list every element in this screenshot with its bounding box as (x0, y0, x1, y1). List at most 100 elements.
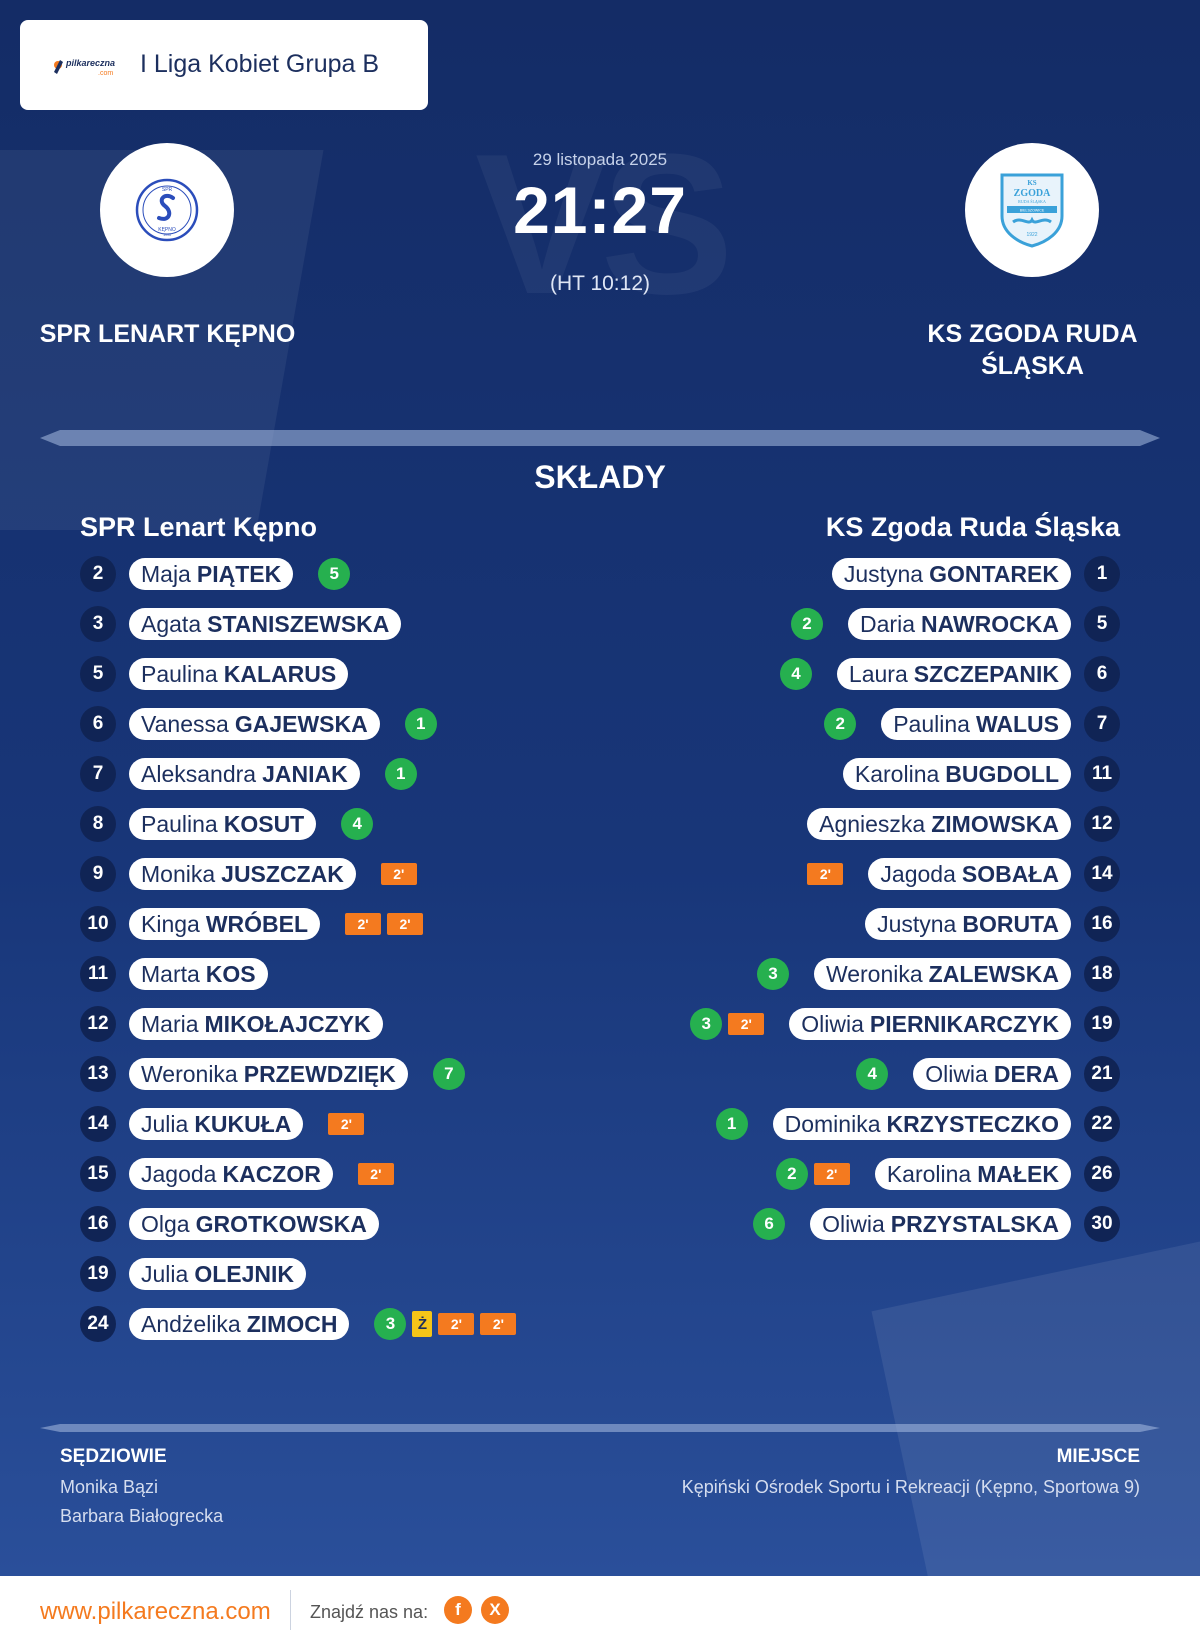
player-last-name: JANIAK (262, 760, 348, 787)
player-last-name: ZIMOWSKA (931, 810, 1059, 837)
away-player-row: 26 Karolina MAŁEK 2' 2 (775, 1156, 1120, 1192)
player-name: Oliwia PRZYSTALSKA (810, 1208, 1071, 1240)
pilkareczna-logo: pilkareczna .com (54, 58, 115, 77)
player-first-name: Maja (141, 560, 191, 587)
goals-badge: 3 (690, 1008, 723, 1040)
goals-badge: 4 (779, 658, 812, 690)
player-name: Andżelika ZIMOCH (129, 1308, 350, 1340)
brand-text: pilkareczna (65, 58, 115, 68)
shirt-number: 3 (80, 606, 116, 642)
away-player-row: 1 Justyna GONTAREK (831, 556, 1120, 592)
shirt-number: 11 (80, 956, 116, 992)
shirt-number: 15 (80, 1156, 116, 1192)
find-us-label: Znajdź nas na: (310, 1602, 429, 1622)
player-last-name: GROTKOWSKA (195, 1210, 367, 1237)
player-first-name: Karolina (886, 1160, 972, 1187)
away-player-row: 16 Justyna BORUTA (865, 906, 1120, 942)
goals-badge: 1 (384, 758, 417, 790)
home-player-row: 7 Aleksandra JANIAK 1 (80, 756, 417, 792)
facebook-icon[interactable]: f (444, 1596, 472, 1624)
home-player-row: 3 Agata STANISZEWSKA (80, 606, 402, 642)
player-name: Justyna BORUTA (865, 908, 1071, 940)
player-name: Weronika ZALEWSKA (813, 958, 1071, 990)
player-first-name: Julia (141, 1260, 189, 1287)
svg-text:1993: 1993 (163, 233, 171, 237)
goals-badge: 2 (824, 708, 857, 740)
away-player-row: 21 Oliwia DERA 4 (856, 1056, 1120, 1092)
svg-text:1922: 1922 (1026, 232, 1037, 238)
home-player-row: 12 Maria MIKOŁAJCZYK (80, 1006, 383, 1042)
player-first-name: Jagoda (880, 860, 956, 887)
shirt-number: 11 (1084, 756, 1120, 792)
player-first-name: Agnieszka (819, 810, 926, 837)
svg-text:BIELSZOWICE: BIELSZOWICE (1020, 209, 1045, 213)
footer: www.pilkareczna.com Znajdź nas na: f X (0, 1576, 1200, 1646)
halftime-score: (HT 10:12) (550, 272, 650, 295)
svg-text:SPR: SPR (162, 187, 173, 193)
player-last-name: WALUS (975, 710, 1059, 737)
shirt-number: 5 (1084, 606, 1120, 642)
player-name: Daria NAWROCKA (848, 608, 1071, 640)
away-player-row: 22 Dominika KRZYSTECZKO 1 (715, 1106, 1120, 1142)
player-last-name: GAJEWSKA (234, 710, 368, 737)
shirt-number: 8 (80, 806, 116, 842)
shirt-number: 13 (80, 1056, 116, 1092)
x-icon[interactable]: X (481, 1596, 509, 1624)
player-name: Oliwia PIERNIKARCZYK (789, 1008, 1071, 1040)
away-team-logo: KS ZGODA RUDA ŚLĄSKA BIELSZOWICE 1922 (965, 143, 1099, 277)
player-first-name: Weronika (825, 960, 923, 987)
goals-badge: 7 (432, 1058, 465, 1090)
home-player-row: 6 Vanessa GAJEWSKA 1 (80, 706, 437, 742)
player-stats: 2' (807, 863, 844, 885)
home-player-row: 15 Jagoda KACZOR 2' (80, 1156, 394, 1192)
player-name: Weronika PRZEWDZIĘK (129, 1058, 408, 1090)
player-name: Agnieszka ZIMOWSKA (807, 808, 1071, 840)
player-last-name: KUKUŁA (194, 1110, 292, 1137)
player-last-name: PRZYSTALSKA (890, 1210, 1059, 1237)
player-stats: 1 (715, 1108, 748, 1140)
player-first-name: Andżelika (141, 1310, 241, 1337)
shirt-number: 16 (1084, 906, 1120, 942)
player-stats: 1 (384, 758, 417, 790)
goals-badge: 2 (791, 608, 824, 640)
svg-text:ZGODA: ZGODA (1014, 188, 1051, 199)
player-name: Justyna GONTAREK (831, 558, 1071, 590)
player-last-name: BORUTA (962, 910, 1059, 937)
player-name: Kinga WRÓBEL (129, 908, 321, 940)
home-player-row: 19 Julia OLEJNIK (80, 1256, 306, 1292)
home-team-name: SPR LENART KĘPNO (39, 320, 296, 348)
player-last-name: GONTAREK (929, 560, 1059, 587)
suspension-badge: 2' (728, 1013, 765, 1035)
player-last-name: ZALEWSKA (928, 960, 1059, 987)
player-first-name: Monika (141, 860, 216, 887)
player-name: Karolina BUGDOLL (842, 758, 1071, 790)
referees-label: SĘDZIOWIE (60, 1446, 167, 1467)
away-player-row: 14 Jagoda SOBAŁA 2' (807, 856, 1120, 892)
goals-badge: 2 (775, 1158, 808, 1190)
player-stats: 5 (318, 558, 351, 590)
suspension-badge: 2' (480, 1313, 517, 1335)
player-last-name: NAWROCKA (921, 610, 1059, 637)
goals-badge: 4 (856, 1058, 889, 1090)
website-link[interactable]: www.pilkareczna.com (40, 1598, 271, 1625)
player-name: Laura SZCZEPANIK (836, 658, 1071, 690)
player-last-name: PRZEWDZIĘK (243, 1060, 396, 1087)
venue-value: Kępiński Ośrodek Sportu i Rekreacji (Kęp… (681, 1477, 1140, 1497)
player-last-name: KOSUT (223, 810, 305, 837)
player-stats: 4 (856, 1058, 889, 1090)
player-first-name: Karolina (854, 760, 940, 787)
footer-divider (290, 1590, 291, 1630)
shirt-number: 22 (1084, 1106, 1120, 1142)
player-last-name: DERA (993, 1060, 1059, 1087)
player-stats: 4 (341, 808, 374, 840)
player-first-name: Agata (141, 610, 202, 637)
home-player-row: 2 Maja PIĄTEK 5 (80, 556, 351, 592)
player-name: Marta KOS (129, 958, 268, 990)
suspension-badge: 2' (357, 1163, 394, 1185)
away-player-row: 18 Weronika ZALEWSKA 3 (756, 956, 1120, 992)
player-stats: 6 (753, 1208, 786, 1240)
player-name: Julia OLEJNIK (129, 1258, 306, 1290)
yellow-card-badge: Ż (412, 1311, 433, 1337)
home-player-row: 8 Paulina KOSUT 4 (80, 806, 374, 842)
home-player-row: 16 Olga GROTKOWSKA (80, 1206, 379, 1242)
